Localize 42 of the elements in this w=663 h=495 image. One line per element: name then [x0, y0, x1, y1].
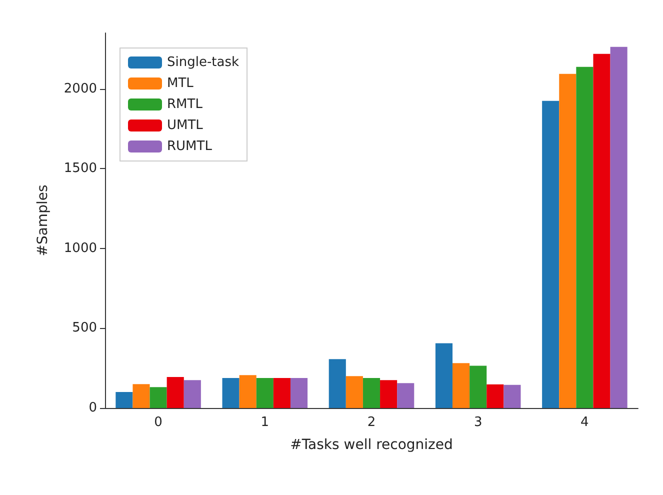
bar [559, 74, 576, 408]
y-axis-title: #Samples [35, 184, 51, 256]
bar [470, 366, 487, 408]
y-tick-label: 1000 [64, 240, 97, 256]
x-tick-label: 4 [580, 415, 589, 430]
bar [184, 380, 201, 408]
bar [290, 378, 308, 408]
y-tick-label: 2000 [64, 81, 97, 96]
bar [116, 392, 133, 408]
legend-label: Single-task [167, 55, 240, 70]
bar [222, 378, 240, 408]
bar [328, 359, 346, 408]
bar [380, 380, 398, 408]
y-tick-label: 500 [72, 320, 97, 336]
x-tick-label: 1 [260, 415, 270, 430]
bar [150, 387, 167, 408]
x-tick-label: 2 [367, 415, 376, 430]
bar [486, 384, 504, 408]
legend-label: RMTL [167, 97, 204, 112]
bar [610, 46, 628, 408]
bar [397, 383, 414, 408]
bar [273, 378, 290, 408]
legend-label: MTL [167, 76, 194, 91]
bar [362, 378, 380, 408]
x-axis-title: #Tasks well recognized [290, 437, 453, 453]
legend-label: RUMTL [167, 139, 213, 154]
bar [435, 343, 453, 408]
bar [132, 384, 150, 408]
bar [452, 363, 470, 408]
x-tick-label: 0 [154, 415, 162, 430]
bar [256, 378, 274, 408]
bar [504, 384, 521, 408]
bar [576, 66, 594, 408]
bar [239, 375, 256, 408]
legend-label: UMTL [167, 118, 204, 133]
y-tick-label: 0 [88, 400, 97, 416]
bar [166, 377, 184, 408]
x-tick-label: 3 [474, 415, 482, 430]
bar [346, 376, 363, 408]
bar [542, 100, 560, 408]
y-tick-label: 1500 [64, 161, 97, 176]
bar [593, 54, 610, 408]
